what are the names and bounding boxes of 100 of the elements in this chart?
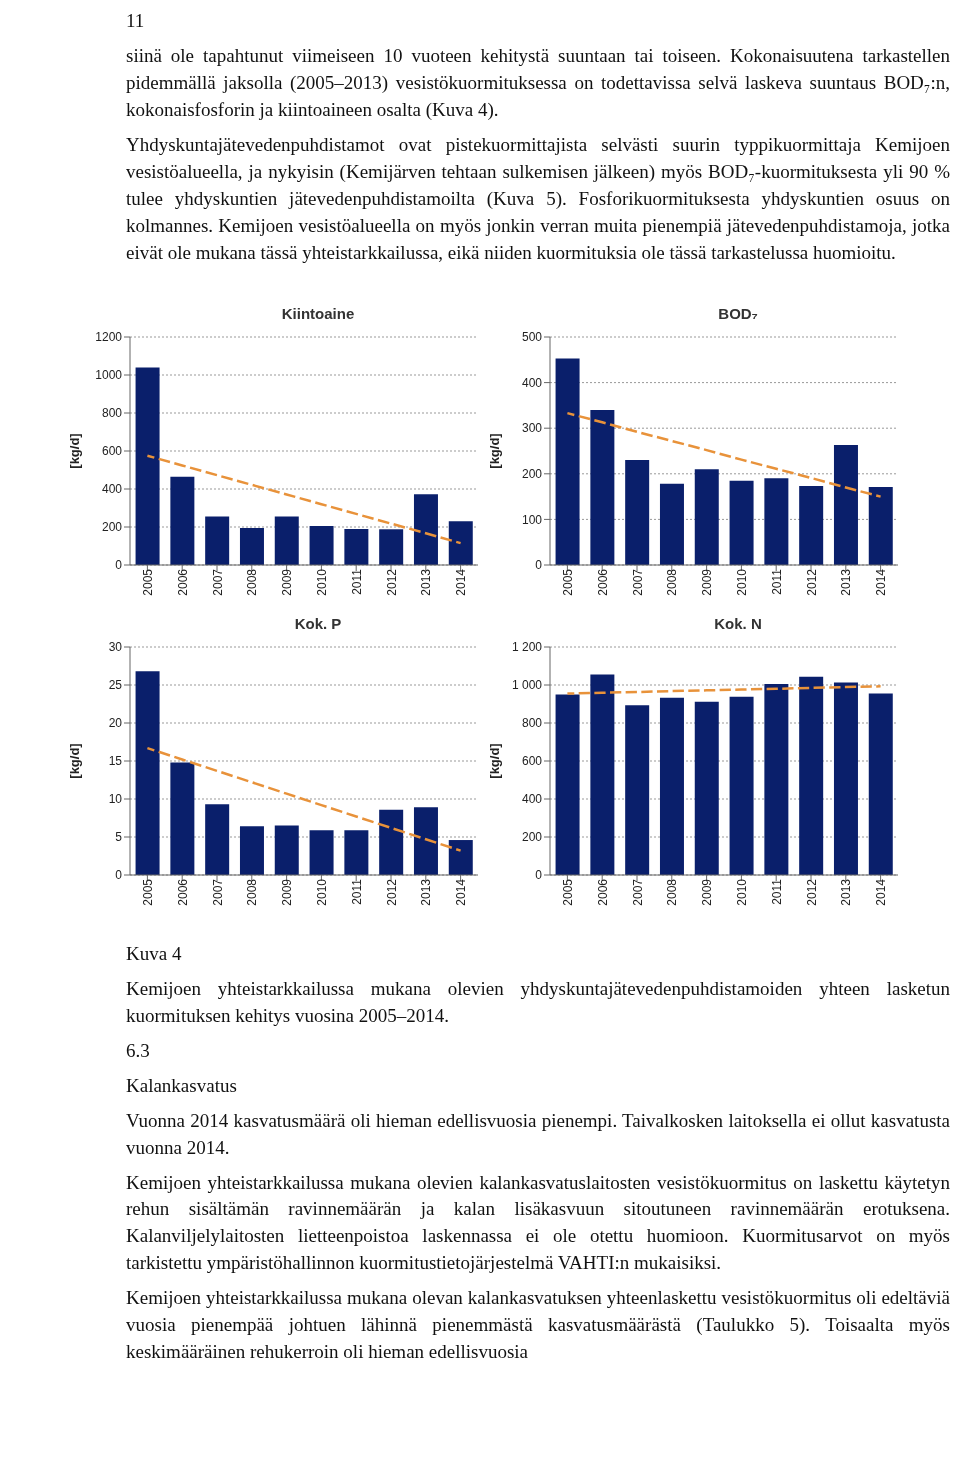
- y-tick-label: 600: [521, 753, 543, 768]
- x-tick-label: 2014: [454, 568, 469, 596]
- y-tick-label: 0: [535, 557, 543, 572]
- bar: [309, 829, 334, 875]
- x-tick-label: 2007: [630, 568, 645, 596]
- text: 11: [126, 9, 146, 33]
- x-tick-label: 2014: [874, 568, 889, 596]
- bar: [239, 527, 264, 565]
- x-tick-label: 2014: [454, 878, 469, 906]
- line-series: [146, 746, 462, 852]
- x-tick-label: 2006: [175, 878, 190, 906]
- bar: [413, 807, 438, 875]
- bar: [659, 483, 684, 565]
- x-tick-label: 2013: [419, 568, 434, 596]
- y-tick-label: 20: [108, 715, 123, 730]
- y-tick-label: 800: [521, 715, 543, 730]
- y-tick-label: 1 200: [511, 639, 543, 654]
- x-tick-label: 2009: [280, 878, 295, 906]
- bar: [344, 829, 369, 875]
- bar: [833, 682, 858, 875]
- x-tick-label: 2013: [419, 878, 434, 906]
- bar: [379, 809, 404, 875]
- x-tick-label: 2005: [140, 878, 155, 906]
- bar: [555, 358, 580, 565]
- y-tick-label: 30: [108, 639, 123, 654]
- x-tick-label: 2005: [560, 878, 575, 906]
- x-tick-label: 2006: [595, 878, 610, 906]
- x-tick-label: 2010: [734, 568, 749, 596]
- x-tick-label: 2007: [630, 878, 645, 906]
- x-tick-label: 2012: [804, 878, 819, 906]
- bar: [799, 485, 824, 565]
- x-tick-label: 2011: [349, 878, 364, 905]
- x-tick-label: 2007: [210, 568, 225, 596]
- text: siinä ole tapahtunut viimeiseen 10 vuoteen kehitystä suuntaan tai toiseen. Kokonaisuutena tarkastellen pidemmällä jaksolla (2005–2013) vesistökuormituksessa on todettavissa selvä laskeva suuntaus BOD₇:n, kokonaisfosforin ja kiintoaineen osalta (Kuva 4).: [126, 43, 950, 122]
- x-tick-label: 2005: [560, 568, 575, 596]
- bar: [205, 516, 230, 565]
- text: 6.3: [126, 1038, 151, 1063]
- bar: [764, 478, 789, 565]
- bar: [729, 696, 754, 875]
- chart-title: Kiintoaine: [280, 304, 356, 324]
- text: Kuva 4: [126, 941, 183, 966]
- x-tick-label: 2012: [804, 568, 819, 596]
- text: Kemijoen yhteistarkkailussa mukana olevien yhdyskuntajätevedenpuhdistamoiden yhteen lasketun kuormituksen kehitys vuosina 2005–2014.: [126, 976, 950, 1028]
- x-tick-label: 2006: [175, 568, 190, 596]
- y-tick-label: 5: [115, 829, 123, 844]
- bar: [833, 444, 858, 565]
- y-tick-label: 0: [535, 867, 543, 882]
- x-tick-label: 2009: [280, 568, 295, 596]
- x-tick-label: 2008: [665, 878, 680, 906]
- y-tick-label: 200: [521, 466, 543, 481]
- x-tick-label: 2005: [140, 568, 155, 596]
- y-tick-label: 800: [101, 405, 123, 420]
- bar: [625, 705, 650, 875]
- bar: [659, 697, 684, 875]
- x-tick-label: 2012: [384, 878, 399, 906]
- x-tick-label: 2012: [384, 568, 399, 596]
- bar: [764, 683, 789, 875]
- x-tick-label: 2011: [769, 568, 784, 595]
- chart-title: Kok. N: [713, 614, 763, 634]
- bar: [309, 525, 334, 565]
- bar: [694, 468, 719, 565]
- x-tick-label: 2010: [314, 878, 329, 906]
- bar: [868, 486, 893, 565]
- x-tick-label: 2010: [314, 568, 329, 596]
- bar: [448, 839, 473, 875]
- x-tick-label: 2008: [245, 568, 260, 596]
- bar: [590, 409, 615, 565]
- bar: [868, 693, 893, 875]
- bar: [379, 529, 404, 565]
- y-axis-title: [kg/d]: [486, 743, 502, 779]
- y-tick-label: 400: [521, 791, 543, 806]
- y-tick-label: 15: [108, 753, 123, 768]
- y-tick-label: 0: [115, 557, 123, 572]
- bar: [170, 476, 195, 565]
- y-axis-title: [kg/d]: [66, 743, 82, 779]
- bar: [274, 516, 299, 565]
- line-series: [566, 411, 882, 498]
- x-tick-label: 2011: [769, 878, 784, 905]
- x-tick-label: 2013: [839, 568, 854, 596]
- chart-title: Kok. P: [293, 614, 343, 634]
- line-series: [566, 684, 882, 695]
- bar: [135, 367, 160, 565]
- bar: [625, 459, 650, 565]
- x-tick-label: 2006: [595, 568, 610, 596]
- bar: [239, 826, 264, 875]
- bar: [135, 671, 160, 875]
- bar: [170, 762, 195, 875]
- x-tick-label: 2013: [839, 878, 854, 906]
- x-tick-label: 2008: [665, 568, 680, 596]
- text: Kemijoen yhteistarkkailussa mukana olevien kalankasvatuslaitosten vesistökuormitus on laskettu käytetyn rehun sisältämän ravinnemäärän ja kalan lisäkasvuun sitoutuneen ravinnemäärän erotuksena. Kalanviljelylaitosten lietteenpoistoa laskennassa ei ole otettu huomioon. Kuormitusarvot on myös tarkistettu ympäristöhallinnon kuormitustietojärjestelmä VAHTI:n mukaisiksi.: [126, 1170, 950, 1276]
- y-tick-label: 400: [101, 481, 123, 496]
- y-axis-title: [kg/d]: [66, 433, 82, 469]
- text: Vuonna 2014 kasvatusmäärä oli hieman edellisvuosia pienempi. Taivalkosken laitoksella ei ollut kasvatusta vuonna 2014.: [126, 1108, 950, 1160]
- x-tick-label: 2014: [874, 878, 889, 906]
- y-tick-label: 10: [108, 791, 123, 806]
- bar: [413, 494, 438, 565]
- bar: [694, 701, 719, 875]
- bar: [799, 676, 824, 875]
- text: Yhdyskuntajätevedenpuhdistamot ovat pistekuormittajista selvästi suurin typpikuormittaja Kemijoen vesistöalueella, ja nykyisin (Kemijärven tehtaan sulkemisen jälkeen) myös BOD₇-kuormituksesta yli 90 % tulee yhdyskuntien jätevedenpuhdistamoilta (Kuva 5). Fosforikuormituksesta yhdyskuntien osuus on kolmannes. Kemijoen vesistöalueella on myös jonkin verran muita pienempiä jätevedenpuhdistamoja, jotka eivät ole mukana tässä yhteistarkkailussa, eikä niiden kuormituksia ole tässä tarkastelussa huomioitu.: [126, 132, 950, 265]
- y-tick-label: 1 000: [511, 677, 543, 692]
